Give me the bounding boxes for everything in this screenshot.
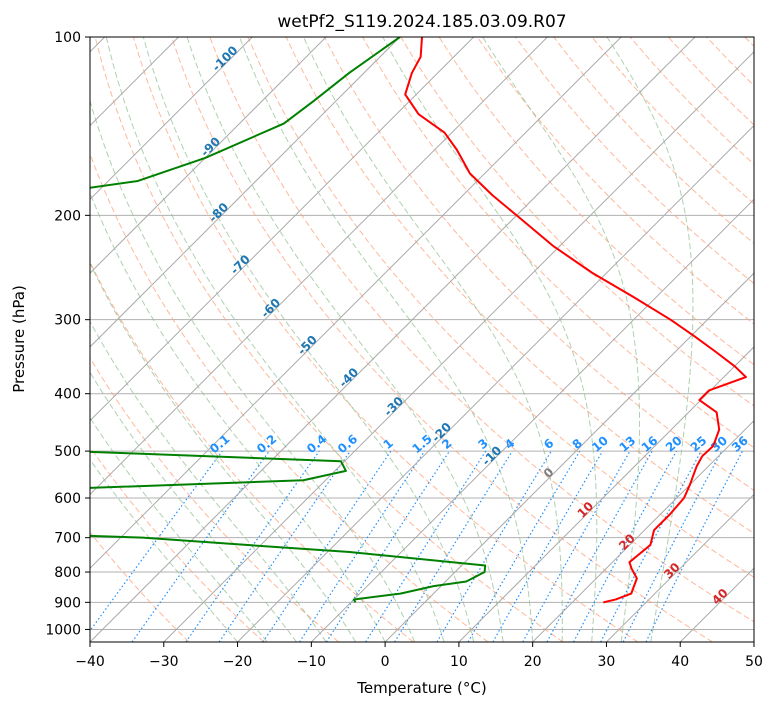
mixing-ratio-line (325, 450, 450, 642)
isotherm-line (237, 124, 754, 642)
moist-adiabat-line (303, 37, 563, 642)
mixing-ratio-line (522, 450, 631, 642)
x-tick-label: −40 (75, 654, 105, 670)
isotherm-line (90, 37, 622, 569)
isotherm-line (458, 346, 754, 642)
x-tick-label: 50 (745, 654, 763, 670)
dry-adiabat-line (209, 37, 754, 623)
y-tick-label: 500 (54, 444, 81, 460)
x-tick-label: 40 (671, 654, 689, 670)
y-tick-label: 300 (54, 313, 81, 329)
mixing-ratio-line (218, 450, 351, 642)
x-tick-label: 0 (381, 654, 390, 670)
pressure-gridlines (90, 37, 754, 630)
moist-adiabat-line (142, 37, 475, 642)
dry-adiabat-line (476, 37, 754, 325)
moist-adiabat-line (90, 191, 386, 642)
moist-adiabat-line (382, 37, 598, 642)
dry-adiabat-line (90, 152, 489, 642)
plot-frame (89, 36, 755, 643)
x-tick-label: 30 (598, 654, 616, 670)
isotherm-line (90, 37, 548, 496)
sounding-profiles (90, 37, 747, 604)
dry-adiabat-line (94, 37, 564, 642)
isotherms (90, 37, 754, 642)
x-tick-label: −30 (149, 654, 179, 670)
mixing-ratio-line (131, 450, 270, 642)
x-tick-label: −10 (297, 654, 327, 670)
mixing-ratio-line (299, 450, 426, 642)
mixing-ratio-line (185, 450, 320, 642)
x-axis-title: Temperature (°C) (356, 679, 486, 697)
mixing-ratio-line (394, 450, 513, 642)
mixing-ratio-line (645, 450, 744, 642)
y-tick-label: 700 (54, 531, 81, 547)
dry-adiabat-line (247, 37, 754, 578)
isotherm-line (90, 37, 327, 274)
y-axis: 1000 900 800 700 600 500 400 300 200 100 (45, 30, 90, 638)
moist-adiabat-line (105, 37, 445, 642)
dewpoint-profile (90, 37, 487, 603)
x-axis: −40 −30 −20 −10 0 10 20 30 40 50 (75, 642, 763, 670)
isotherm-line (606, 493, 754, 642)
isotherm-line (384, 272, 754, 642)
y-tick-label: 400 (54, 387, 81, 403)
moist-adiabat-line (186, 37, 504, 642)
dry-adiabat-line (90, 356, 339, 642)
chart-title: wetPf2_S119.2024.185.03.09.R07 (277, 12, 566, 32)
y-tick-label: 200 (54, 208, 81, 224)
y-tick-label: 800 (54, 565, 81, 581)
y-tick-label: 100 (54, 30, 81, 46)
y-axis-title: Pressure (hPa) (10, 285, 28, 393)
moist-adiabat-line (482, 37, 641, 642)
isotherm-line (90, 37, 253, 201)
isotherm-line (90, 37, 475, 422)
dry-adiabat-line (132, 37, 639, 642)
mixing-ratio-line (546, 450, 653, 642)
mixing-ratio-line (90, 450, 223, 632)
y-tick-label: 900 (54, 595, 81, 611)
mixing-ratio-line (573, 450, 677, 642)
temperature-profile (404, 37, 747, 604)
dry-adiabat-line (362, 37, 754, 449)
dry-adiabat-line (90, 531, 190, 642)
mixing-ratio-line (262, 450, 392, 642)
dry-adiabat-line (400, 37, 754, 407)
x-tick-label: 20 (524, 654, 542, 670)
moist-adiabat-line (90, 262, 357, 642)
dry-adiabat-line (515, 37, 754, 285)
moist-adiabat-line (90, 371, 297, 642)
isotherm-line (310, 198, 754, 642)
isotherm-line (90, 37, 401, 348)
isotherm-line (163, 51, 754, 642)
x-tick-label: −20 (223, 654, 253, 670)
mixing-ratio-lines (90, 450, 744, 642)
isotherm-line (532, 419, 754, 642)
moist-adiabat-line (606, 37, 694, 642)
x-tick-label: 10 (450, 654, 468, 670)
y-tick-label: 1000 (45, 622, 81, 638)
moist-adiabat-line (239, 37, 534, 642)
y-tick-label: 600 (54, 491, 81, 507)
